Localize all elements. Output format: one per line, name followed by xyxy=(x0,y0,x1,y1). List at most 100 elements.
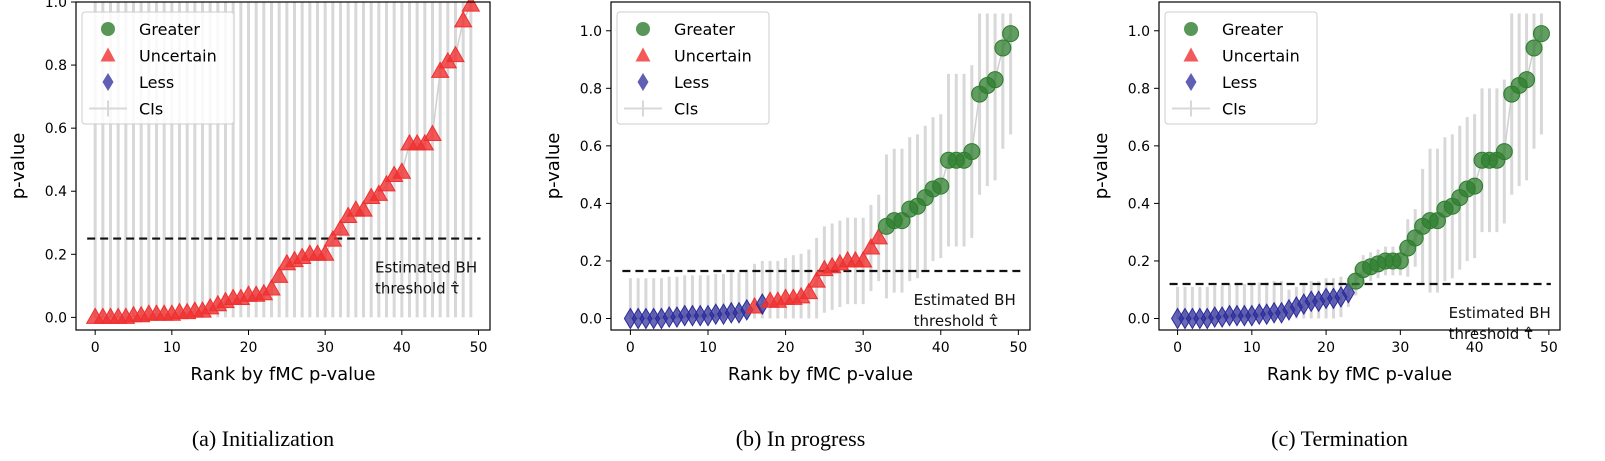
y-axis-label: p-value xyxy=(543,133,564,200)
x-tick-label: 50 xyxy=(1009,340,1027,356)
x-tick-label: 20 xyxy=(1317,340,1335,356)
y-axis-label: p-value xyxy=(1091,133,1112,200)
x-tick-label: 30 xyxy=(854,340,872,356)
point-uncertain xyxy=(354,200,373,217)
legend-box xyxy=(1164,11,1318,125)
x-tick-label: 50 xyxy=(470,340,488,356)
y-tick-label: 0.6 xyxy=(45,121,67,137)
x-tick-label: 10 xyxy=(163,340,181,356)
x-axis-label: Rank by fMC p-value xyxy=(190,364,375,385)
x-tick-label: 40 xyxy=(393,340,411,356)
legend-marker-greater xyxy=(101,22,115,36)
legend-label-uncertain: Uncertain xyxy=(139,47,217,66)
point-greater xyxy=(1518,71,1536,89)
y-tick-label: 0.8 xyxy=(1128,81,1150,97)
legend-marker-less xyxy=(637,73,649,91)
point-uncertain xyxy=(853,250,873,268)
x-tick-label: 0 xyxy=(626,340,635,356)
x-axis-label: Rank by fMC p-value xyxy=(1267,364,1452,385)
point-uncertain xyxy=(323,230,343,247)
annotation-line-2: threshold τ̂ xyxy=(914,312,998,330)
subplot-caption: (a) Initialization xyxy=(192,426,334,451)
x-tick-label: 0 xyxy=(91,340,100,356)
legend-marker-greater xyxy=(636,22,650,36)
y-tick-label: 0.8 xyxy=(45,58,67,74)
legend-label-greater: Greater xyxy=(139,20,200,39)
point-uncertain xyxy=(423,124,442,141)
x-tick-label: 50 xyxy=(1540,340,1558,356)
point-greater xyxy=(932,177,950,195)
y-tick-label: 0.0 xyxy=(580,311,602,327)
y-tick-label: 0.4 xyxy=(45,184,67,200)
legend-box xyxy=(616,11,770,125)
x-tick-label: 20 xyxy=(777,340,795,356)
legend-label-cis: CIs xyxy=(139,100,163,119)
y-tick-label: 0.2 xyxy=(580,254,602,270)
y-tick-label: 0.8 xyxy=(580,81,602,97)
y-axis-label: p-value xyxy=(8,133,29,200)
x-axis-label: Rank by fMC p-value xyxy=(728,364,913,385)
y-tick-label: 0.2 xyxy=(45,247,67,263)
x-tick-label: 10 xyxy=(1243,340,1261,356)
legend-box xyxy=(81,11,235,125)
y-tick-label: 0.0 xyxy=(45,310,67,326)
annotation-line-1: Estimated BH xyxy=(1449,304,1551,322)
axes-frame xyxy=(610,1,1031,331)
legend-marker-uncertain xyxy=(1183,47,1199,62)
y-tick-label: 0.6 xyxy=(1128,139,1150,155)
point-uncertain xyxy=(269,266,289,283)
subplot-c: Estimated BH threshold τ̂ 0 10 20 30 40 50 0.0 0.… xyxy=(1091,1,1561,451)
point-uncertain xyxy=(446,45,465,63)
point-greater xyxy=(1532,25,1550,43)
y-tick-label: 0.0 xyxy=(1128,311,1150,327)
point-uncertain xyxy=(453,10,473,28)
point-greater xyxy=(1391,252,1409,270)
point-greater xyxy=(1002,25,1020,43)
y-tick-label: 0.4 xyxy=(1128,196,1150,212)
x-tick-label: 10 xyxy=(699,340,717,356)
y-tick-label: 0.4 xyxy=(580,196,602,212)
legend-label-greater: Greater xyxy=(674,20,735,39)
point-uncertain xyxy=(415,133,435,151)
point-uncertain xyxy=(315,244,335,261)
annotation-line-2: threshold τ̂ xyxy=(1449,325,1533,343)
legend-label-uncertain: Uncertain xyxy=(674,47,752,66)
x-tick-label: 0 xyxy=(1173,340,1182,356)
legend-label-less: Less xyxy=(1222,73,1257,92)
point-greater xyxy=(1466,177,1484,195)
x-tick-label: 30 xyxy=(1391,340,1409,356)
point-uncertain xyxy=(331,219,350,236)
legend-marker-uncertain xyxy=(100,47,116,62)
legend-marker-less xyxy=(1185,73,1197,91)
legend-label-less: Less xyxy=(139,73,174,92)
x-tick-label: 20 xyxy=(240,340,258,356)
point-uncertain xyxy=(392,162,412,179)
point-uncertain xyxy=(861,237,881,255)
subplot-caption: (b) In progress xyxy=(736,426,866,451)
x-tick-label: 40 xyxy=(932,340,950,356)
legend: Greater Uncertain Less CIs xyxy=(1164,11,1318,125)
x-tick-label: 40 xyxy=(1466,340,1484,356)
x-tick-label: 30 xyxy=(316,340,334,356)
point-uncertain xyxy=(799,282,819,300)
legend-marker-greater xyxy=(1184,22,1198,36)
point-greater xyxy=(963,143,981,161)
axes-frame xyxy=(75,1,491,331)
point-uncertain xyxy=(430,61,450,78)
legend-label-cis: CIs xyxy=(1222,100,1246,119)
legend-label-cis: CIs xyxy=(674,100,698,119)
y-tick-label: 1.0 xyxy=(45,0,67,11)
legend-label-uncertain: Uncertain xyxy=(1222,47,1300,66)
legend: Greater Uncertain Less CIs xyxy=(81,11,235,125)
legend-label-less: Less xyxy=(674,73,709,92)
point-uncertain xyxy=(369,184,389,201)
legend-marker-uncertain xyxy=(635,47,651,62)
legend: Greater Uncertain Less CIs xyxy=(616,11,770,125)
subplot-b: Estimated BH threshold τ̂ 0 10 20 30 40 50 0.0 0.… xyxy=(543,1,1031,451)
point-greater xyxy=(994,39,1012,57)
point-uncertain xyxy=(262,278,281,296)
point-greater xyxy=(986,71,1004,89)
point-uncertain xyxy=(461,0,481,12)
point-uncertain xyxy=(377,174,396,192)
